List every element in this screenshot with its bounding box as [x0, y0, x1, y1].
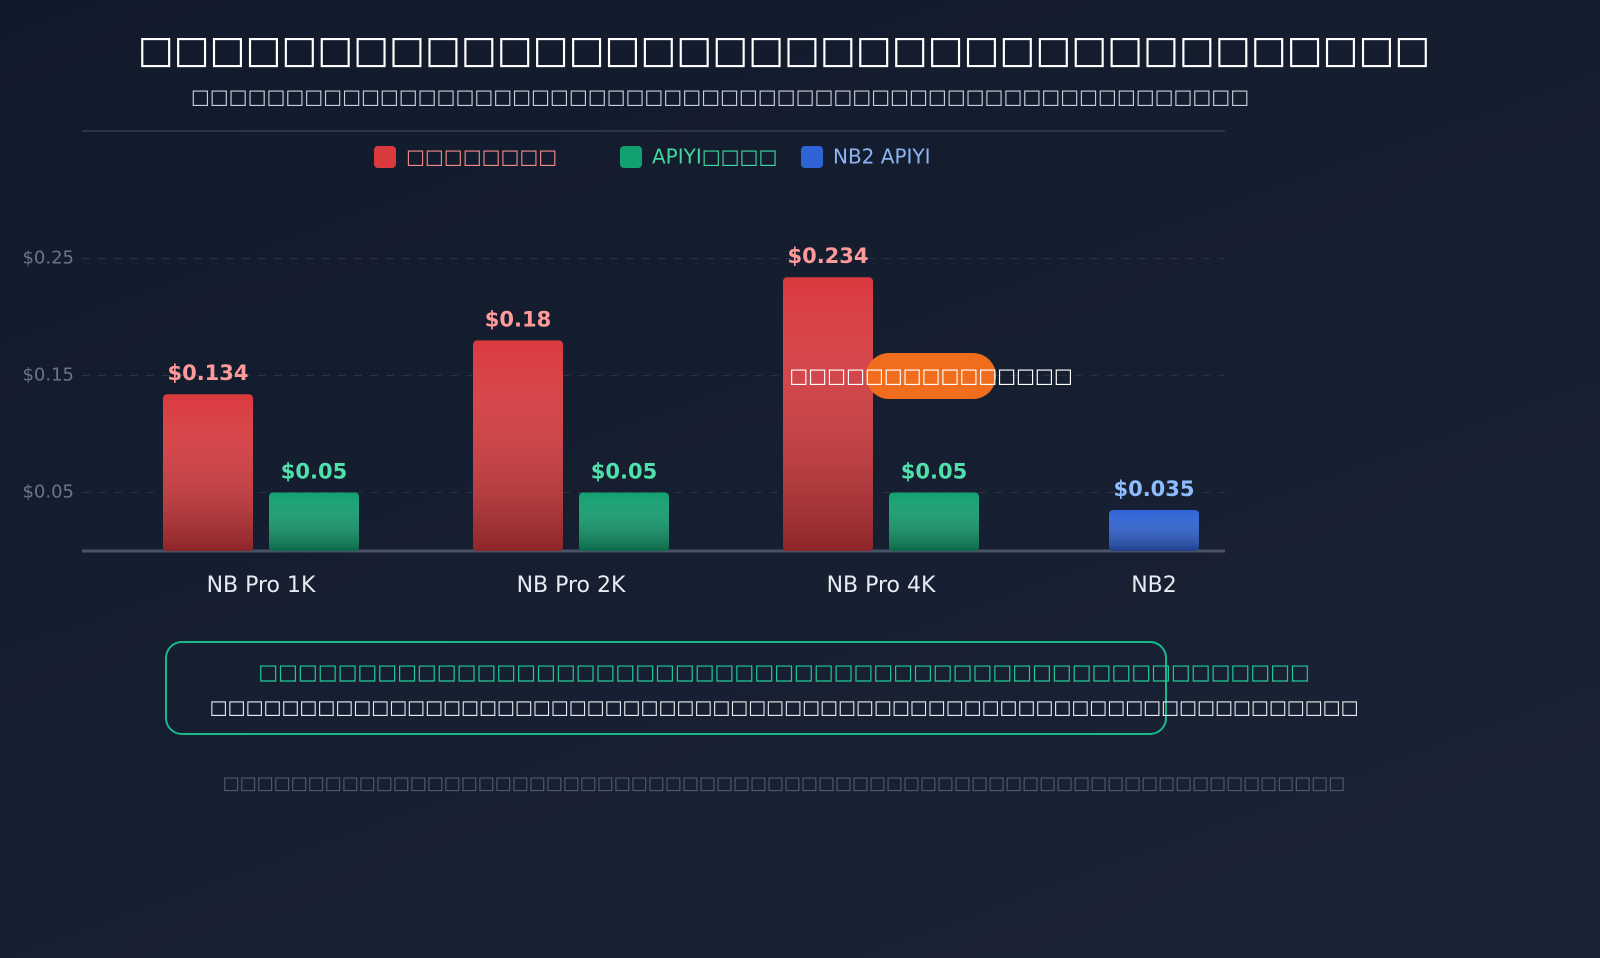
chart-subtitle: □□□□□□□□□□□□□□□□□□□□□□□□□□□□□□□□□□□□□□□□…: [191, 85, 1249, 109]
value-label: $0.18: [485, 307, 551, 331]
value-label: $0.035: [1113, 477, 1194, 501]
legend-label: □□□□□□□□: [406, 145, 557, 169]
value-label: $0.05: [591, 460, 657, 484]
note-highlight: □□□□□□□□□□□□□□□□□□□□□□□□□□□□□□□□□□□□□□□□…: [258, 660, 1310, 684]
value-label: $0.234: [787, 244, 868, 268]
bar-shade: [269, 492, 359, 551]
bar-shade: [1109, 510, 1199, 551]
callout-box: [165, 641, 1167, 735]
bar-shade: [579, 492, 669, 551]
value-label: $0.134: [167, 361, 248, 385]
value-label: $0.05: [901, 460, 967, 484]
x-tick-label: NB Pro 2K: [517, 573, 626, 598]
y-tick-label: $0.25: [22, 248, 74, 269]
legend-swatch: [620, 146, 642, 168]
value-label: $0.05: [281, 460, 347, 484]
x-tick-label: NB Pro 1K: [207, 573, 316, 598]
annotation-pill: [866, 353, 996, 399]
y-tick-label: $0.15: [22, 365, 74, 386]
bar-shade: [783, 277, 873, 551]
x-tick-label: NB2: [1131, 573, 1177, 598]
bar-shade: [163, 394, 253, 551]
legend-label: APIYI□□□□: [652, 145, 777, 169]
footnote: □□□□□□□□□□□□□□□□□□□□□□□□□□□□□□□□□□□□□□□□…: [223, 773, 1345, 794]
bar-shade: [889, 492, 979, 551]
legend-label: NB2 APIYI: [833, 145, 931, 169]
annotation: □□□□□□□□□□□□□□□: [789, 364, 1072, 388]
y-tick-label: $0.05: [22, 482, 74, 503]
legend-swatch: [374, 146, 396, 168]
chart-title: □□□□□□□□□□□□□□□□□□□□□□□□□□□□□□□□□□□□: [138, 28, 1431, 72]
x-tick-label: NB Pro 4K: [827, 573, 936, 598]
note-detail: □□□□□□□□□□□□□□□□□□□□□□□□□□□□□□□□□□□□□□□□…: [210, 697, 1359, 719]
legend-swatch: [801, 146, 823, 168]
bar-shade: [473, 340, 563, 551]
